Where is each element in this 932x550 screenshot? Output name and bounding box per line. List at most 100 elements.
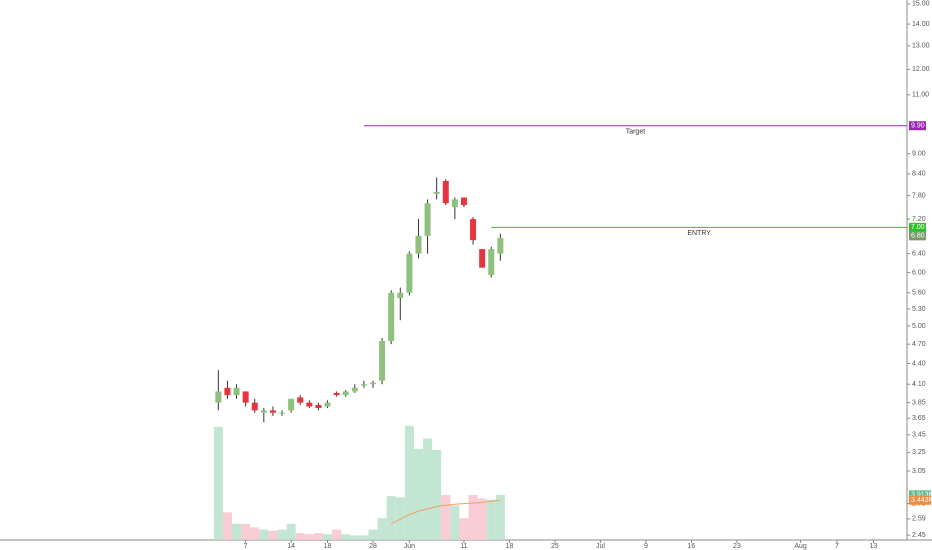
y-tick-label: 3.65 bbox=[912, 415, 926, 422]
level-badge: 7.00 bbox=[911, 224, 925, 231]
x-tick-label: Jul bbox=[596, 543, 605, 550]
volume-bar bbox=[495, 494, 505, 540]
volume-ma-label: 3.443M bbox=[911, 497, 932, 504]
volume-bar bbox=[395, 497, 405, 540]
volume-bar bbox=[277, 529, 287, 540]
candle-body bbox=[451, 199, 458, 208]
candle-body bbox=[470, 219, 477, 241]
volume-bar bbox=[268, 530, 278, 540]
volume-bar bbox=[332, 529, 342, 540]
y-tick-label: 6.40 bbox=[912, 250, 926, 257]
candle-body bbox=[406, 253, 413, 293]
volume-bar bbox=[432, 450, 442, 540]
volume-bar bbox=[441, 495, 451, 540]
y-tick-label: 4.40 bbox=[912, 360, 926, 367]
x-tick-label: 28 bbox=[369, 543, 377, 550]
y-tick-label: 5.30 bbox=[912, 306, 926, 313]
candle-body bbox=[233, 387, 240, 396]
y-tick-label: 4.10 bbox=[912, 381, 926, 388]
y-tick-label: 2.59 bbox=[912, 516, 926, 523]
y-tick-label: 12.00 bbox=[912, 66, 930, 73]
candle-body bbox=[460, 197, 467, 206]
volume-ma bbox=[390, 499, 501, 525]
candle-body bbox=[224, 387, 231, 396]
candle-body bbox=[379, 341, 386, 381]
x-tick-label: Aug bbox=[794, 543, 807, 550]
candle-body bbox=[415, 235, 422, 254]
candle-body bbox=[260, 410, 267, 413]
candle-body bbox=[342, 391, 349, 396]
volume-bar bbox=[341, 534, 351, 540]
volume-last-label: 3.913M bbox=[911, 492, 932, 499]
x-tick-label: 7 bbox=[244, 543, 248, 550]
y-tick-label: 3.85 bbox=[912, 399, 926, 406]
candle-body bbox=[315, 404, 322, 409]
candle-body bbox=[351, 387, 358, 392]
volume-bar bbox=[368, 529, 378, 540]
y-tick-label: 8.40 bbox=[912, 171, 926, 178]
last-price-label: 6.80 bbox=[911, 233, 925, 240]
level-badge-bg bbox=[909, 121, 926, 131]
x-tick-label: 16 bbox=[687, 543, 695, 550]
candle-body bbox=[488, 249, 495, 276]
candle-body bbox=[306, 402, 313, 407]
volume-bar bbox=[404, 425, 414, 540]
y-tick-label: 5.60 bbox=[912, 290, 926, 297]
volume-bar bbox=[359, 535, 369, 540]
volume-bar bbox=[259, 529, 269, 540]
x-tick-label: 18 bbox=[506, 543, 514, 550]
y-tick-label: 9.00 bbox=[912, 151, 926, 158]
candle-body bbox=[360, 384, 367, 386]
candle-body bbox=[497, 238, 504, 254]
candle-body bbox=[433, 191, 440, 194]
volume-bar bbox=[213, 426, 223, 540]
candle-body bbox=[479, 249, 486, 268]
x-tick-label: 9 bbox=[644, 543, 648, 550]
candle-body bbox=[324, 402, 331, 407]
x-tick-label: 11 bbox=[460, 543, 467, 550]
volume-bar bbox=[377, 518, 387, 540]
volume-bar bbox=[423, 438, 433, 540]
volume-bar bbox=[295, 533, 305, 540]
volume-bar bbox=[286, 523, 296, 540]
x-tick-label: 7 bbox=[835, 543, 839, 550]
x-tick-label: 23 bbox=[733, 543, 741, 550]
level-badge: 9.90 bbox=[911, 123, 925, 130]
last-price-bg bbox=[909, 231, 926, 241]
candle-body bbox=[269, 410, 276, 413]
volume-bar bbox=[313, 533, 323, 540]
y-tick-label: 4.70 bbox=[912, 341, 926, 348]
candle-body bbox=[297, 397, 304, 403]
x-tick-label: 18 bbox=[324, 543, 332, 550]
volume-last-label-bg bbox=[909, 490, 931, 500]
y-tick-label: 3.45 bbox=[912, 432, 926, 439]
volume-bar bbox=[304, 534, 314, 540]
candle-body bbox=[251, 402, 258, 411]
y-tick-label: 15.00 bbox=[912, 1, 930, 8]
volume-bar bbox=[413, 448, 424, 540]
candle-body bbox=[424, 203, 431, 236]
volume-bar bbox=[250, 527, 260, 540]
y-tick-label: 13.00 bbox=[912, 43, 930, 50]
level-name: Target bbox=[626, 129, 646, 136]
candle-body bbox=[388, 292, 395, 342]
candle-body bbox=[279, 412, 286, 414]
x-tick-label: Jun bbox=[404, 543, 415, 550]
candle-body bbox=[215, 391, 222, 403]
x-tick-label: 25 bbox=[551, 543, 559, 550]
y-tick-label: 5.00 bbox=[912, 323, 926, 330]
volume-bar bbox=[468, 495, 478, 540]
candle-body bbox=[242, 391, 249, 403]
y-tick-label: 3.05 bbox=[912, 468, 926, 475]
volume-bar bbox=[486, 499, 496, 540]
volume-bar bbox=[231, 523, 242, 540]
x-tick-label: 13 bbox=[869, 543, 877, 550]
volume-bar bbox=[322, 534, 333, 540]
level-name: ENTRY bbox=[687, 230, 711, 237]
candle-body bbox=[397, 292, 404, 299]
y-tick-label: 7.20 bbox=[912, 216, 926, 223]
x-tick-label: 14 bbox=[287, 543, 295, 550]
y-tick-label: 6.00 bbox=[912, 269, 926, 276]
